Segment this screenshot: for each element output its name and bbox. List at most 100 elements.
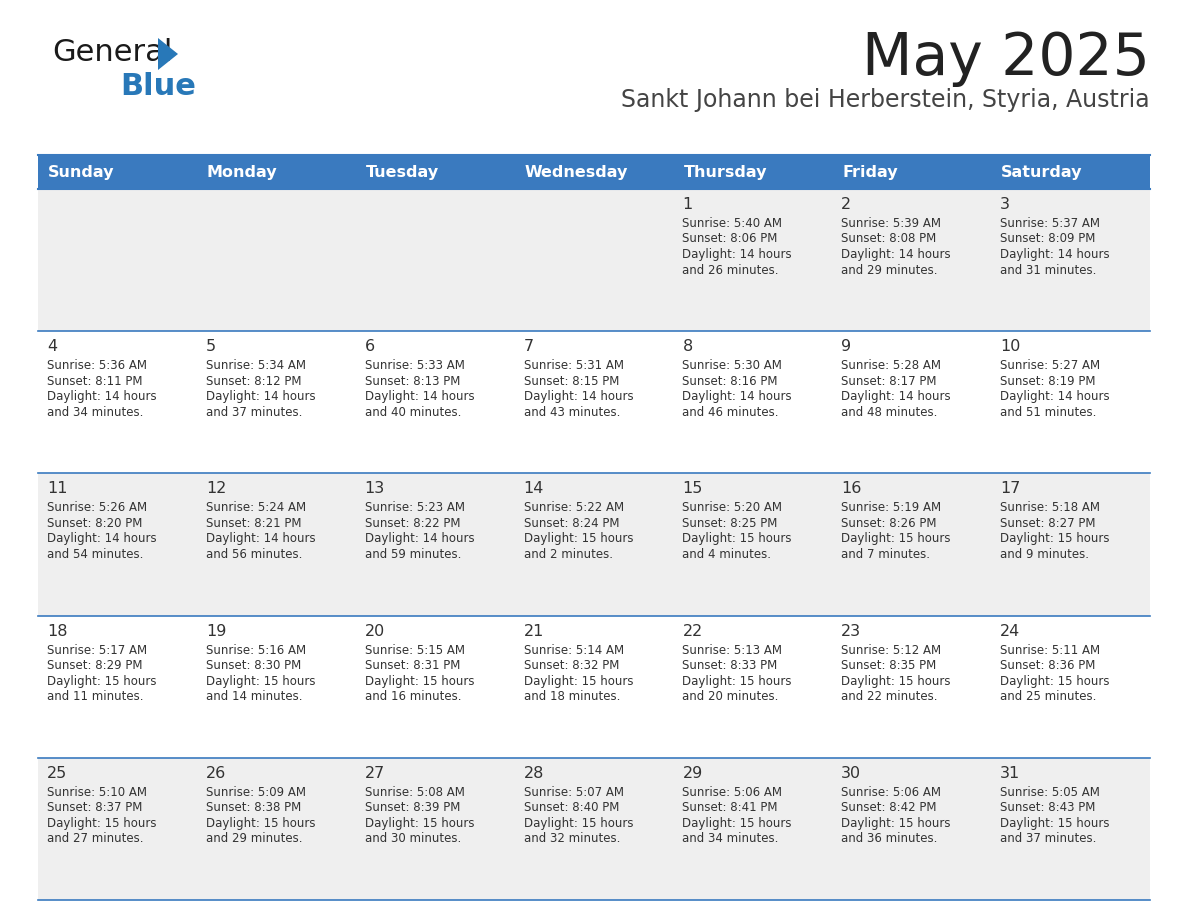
Bar	[355, 189, 514, 331]
Text: Sunrise: 5:33 AM: Sunrise: 5:33 AM	[365, 359, 465, 372]
Text: Sunrise: 5:30 AM: Sunrise: 5:30 AM	[682, 359, 783, 372]
Text: Sunset: 8:11 PM: Sunset: 8:11 PM	[48, 375, 143, 387]
Text: General: General	[52, 38, 172, 67]
Text: Sunset: 8:30 PM: Sunset: 8:30 PM	[206, 659, 301, 672]
Text: 3: 3	[1000, 197, 1010, 212]
Text: Sunrise: 5:15 AM: Sunrise: 5:15 AM	[365, 644, 465, 656]
Bar	[355, 474, 514, 616]
Bar	[991, 474, 1150, 616]
Text: Sunset: 8:16 PM: Sunset: 8:16 PM	[682, 375, 778, 387]
Text: and 31 minutes.: and 31 minutes.	[1000, 263, 1097, 276]
Text: Sunset: 8:36 PM: Sunset: 8:36 PM	[1000, 659, 1095, 672]
Text: Sunrise: 5:18 AM: Sunrise: 5:18 AM	[1000, 501, 1100, 514]
Text: Sunset: 8:27 PM: Sunset: 8:27 PM	[1000, 517, 1095, 530]
Text: Daylight: 15 hours: Daylight: 15 hours	[206, 817, 315, 830]
Bar	[38, 757, 197, 900]
Bar	[991, 331, 1150, 474]
Text: Sunrise: 5:10 AM: Sunrise: 5:10 AM	[48, 786, 147, 799]
Text: Sunrise: 5:26 AM: Sunrise: 5:26 AM	[48, 501, 147, 514]
Text: Sunset: 8:09 PM: Sunset: 8:09 PM	[1000, 232, 1095, 245]
Text: Sunset: 8:15 PM: Sunset: 8:15 PM	[524, 375, 619, 387]
Text: and 48 minutes.: and 48 minutes.	[841, 406, 937, 419]
Text: Daylight: 14 hours: Daylight: 14 hours	[365, 390, 474, 403]
Text: 19: 19	[206, 623, 226, 639]
Text: Sunrise: 5:08 AM: Sunrise: 5:08 AM	[365, 786, 465, 799]
Text: Sunrise: 5:06 AM: Sunrise: 5:06 AM	[682, 786, 783, 799]
Text: Sunrise: 5:31 AM: Sunrise: 5:31 AM	[524, 359, 624, 372]
Text: and 2 minutes.: and 2 minutes.	[524, 548, 613, 561]
Text: Sunset: 8:31 PM: Sunset: 8:31 PM	[365, 659, 460, 672]
Text: and 7 minutes.: and 7 minutes.	[841, 548, 930, 561]
Text: 8: 8	[682, 339, 693, 354]
Text: and 51 minutes.: and 51 minutes.	[1000, 406, 1097, 419]
Bar	[355, 757, 514, 900]
Text: Daylight: 15 hours: Daylight: 15 hours	[365, 675, 474, 688]
Text: and 34 minutes.: and 34 minutes.	[48, 406, 144, 419]
Text: and 27 minutes.: and 27 minutes.	[48, 833, 144, 845]
Text: Sunset: 8:24 PM: Sunset: 8:24 PM	[524, 517, 619, 530]
Bar	[514, 757, 674, 900]
Bar	[197, 474, 355, 616]
Bar	[197, 331, 355, 474]
Text: Sunset: 8:38 PM: Sunset: 8:38 PM	[206, 801, 301, 814]
Text: Sunset: 8:13 PM: Sunset: 8:13 PM	[365, 375, 460, 387]
Text: Daylight: 15 hours: Daylight: 15 hours	[841, 675, 950, 688]
Text: 10: 10	[1000, 339, 1020, 354]
Text: 24: 24	[1000, 623, 1020, 639]
Text: Sunrise: 5:34 AM: Sunrise: 5:34 AM	[206, 359, 305, 372]
Text: and 29 minutes.: and 29 minutes.	[841, 263, 937, 276]
Text: Sunset: 8:19 PM: Sunset: 8:19 PM	[1000, 375, 1095, 387]
Bar	[991, 189, 1150, 331]
Text: Sunrise: 5:12 AM: Sunrise: 5:12 AM	[841, 644, 941, 656]
Text: Sunset: 8:32 PM: Sunset: 8:32 PM	[524, 659, 619, 672]
Bar	[833, 155, 991, 189]
Text: and 54 minutes.: and 54 minutes.	[48, 548, 144, 561]
Text: and 4 minutes.: and 4 minutes.	[682, 548, 771, 561]
Text: and 40 minutes.: and 40 minutes.	[365, 406, 461, 419]
Bar	[38, 189, 197, 331]
Text: Sunset: 8:12 PM: Sunset: 8:12 PM	[206, 375, 302, 387]
Bar	[991, 155, 1150, 189]
Text: Monday: Monday	[207, 164, 278, 180]
Bar	[833, 474, 991, 616]
Text: Daylight: 14 hours: Daylight: 14 hours	[206, 390, 316, 403]
Text: Thursday: Thursday	[683, 164, 767, 180]
Text: Daylight: 15 hours: Daylight: 15 hours	[1000, 532, 1110, 545]
Text: Sunset: 8:39 PM: Sunset: 8:39 PM	[365, 801, 460, 814]
Text: Daylight: 14 hours: Daylight: 14 hours	[206, 532, 316, 545]
Text: and 22 minutes.: and 22 minutes.	[841, 690, 937, 703]
Text: Sunrise: 5:39 AM: Sunrise: 5:39 AM	[841, 217, 941, 230]
Bar	[355, 331, 514, 474]
Text: Sunrise: 5:22 AM: Sunrise: 5:22 AM	[524, 501, 624, 514]
Text: Sunset: 8:08 PM: Sunset: 8:08 PM	[841, 232, 936, 245]
Bar	[514, 155, 674, 189]
Text: 4: 4	[48, 339, 57, 354]
Text: Sunset: 8:37 PM: Sunset: 8:37 PM	[48, 801, 143, 814]
Text: Blue: Blue	[120, 72, 196, 101]
Bar	[833, 331, 991, 474]
Bar	[197, 616, 355, 757]
Text: Daylight: 15 hours: Daylight: 15 hours	[841, 532, 950, 545]
Text: and 56 minutes.: and 56 minutes.	[206, 548, 302, 561]
Bar	[833, 616, 991, 757]
Text: Daylight: 14 hours: Daylight: 14 hours	[365, 532, 474, 545]
Text: and 46 minutes.: and 46 minutes.	[682, 406, 779, 419]
Text: Sunrise: 5:14 AM: Sunrise: 5:14 AM	[524, 644, 624, 656]
Text: Sunset: 8:21 PM: Sunset: 8:21 PM	[206, 517, 302, 530]
Text: and 9 minutes.: and 9 minutes.	[1000, 548, 1089, 561]
Text: Daylight: 14 hours: Daylight: 14 hours	[524, 390, 633, 403]
Text: Daylight: 14 hours: Daylight: 14 hours	[841, 248, 950, 261]
Text: and 11 minutes.: and 11 minutes.	[48, 690, 144, 703]
Text: Daylight: 14 hours: Daylight: 14 hours	[841, 390, 950, 403]
Text: Daylight: 15 hours: Daylight: 15 hours	[841, 817, 950, 830]
Bar	[355, 155, 514, 189]
Text: Daylight: 15 hours: Daylight: 15 hours	[682, 675, 792, 688]
Text: Sunrise: 5:40 AM: Sunrise: 5:40 AM	[682, 217, 783, 230]
Text: and 37 minutes.: and 37 minutes.	[206, 406, 302, 419]
Text: and 20 minutes.: and 20 minutes.	[682, 690, 779, 703]
Text: Sunset: 8:25 PM: Sunset: 8:25 PM	[682, 517, 778, 530]
Text: Daylight: 14 hours: Daylight: 14 hours	[1000, 390, 1110, 403]
Text: 7: 7	[524, 339, 533, 354]
Text: Sunset: 8:29 PM: Sunset: 8:29 PM	[48, 659, 143, 672]
Text: Sunrise: 5:11 AM: Sunrise: 5:11 AM	[1000, 644, 1100, 656]
